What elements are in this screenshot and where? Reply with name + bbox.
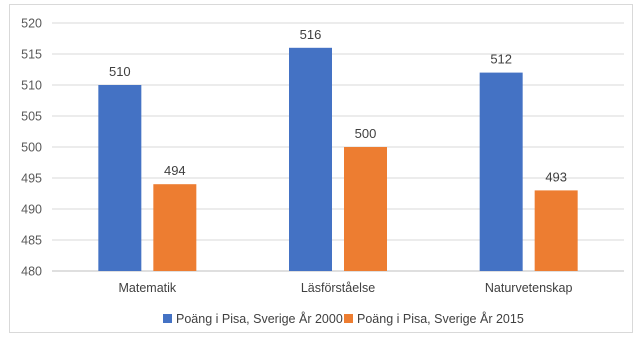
legend-label: Poäng i Pisa, Sverige År 2015: [357, 311, 524, 326]
y-tick-label: 490: [21, 203, 42, 217]
y-tick-label: 510: [21, 79, 42, 93]
bar-läsförståelse-series-2: [344, 147, 387, 271]
data-label: 512: [490, 52, 512, 67]
data-label: 494: [164, 163, 186, 178]
x-category-label: Läsförståelse: [301, 281, 375, 295]
bar-matematik-series-2: [153, 184, 197, 271]
y-axis: 480 485 490 495 500 505 510 515 520: [21, 17, 42, 279]
y-tick-label: 520: [21, 17, 42, 31]
legend-swatch: [163, 314, 172, 323]
bars: [98, 47, 578, 271]
x-category-label: Naturvetenskap: [485, 281, 573, 295]
data-label: 510: [109, 64, 131, 79]
x-category-label: Matematik: [119, 281, 177, 295]
bar-läsförståelse-series-1: [289, 47, 332, 271]
legend: Poäng i Pisa, Sverige År 2000 Poäng i Pis…: [163, 311, 524, 326]
y-tick-label: 515: [21, 48, 42, 62]
data-labels: 510 494 516 500 512 493: [109, 27, 567, 185]
data-label: 500: [355, 126, 377, 141]
data-label: 516: [300, 27, 322, 42]
data-label: 493: [545, 169, 567, 184]
x-axis: Matematik Läsförståelse Naturvetenskap: [119, 281, 573, 295]
bar-naturvetenskap-series-1: [479, 72, 523, 271]
bar-naturvetenskap-series-2: [534, 190, 578, 271]
gridlines: [52, 22, 624, 272]
bar-matematik-series-1: [98, 85, 142, 271]
y-tick-label: 500: [21, 141, 42, 155]
legend-swatch: [344, 314, 353, 323]
y-tick-label: 495: [21, 172, 42, 186]
y-tick-label: 485: [21, 234, 42, 248]
legend-label: Poäng i Pisa, Sverige År 2000: [176, 311, 343, 326]
y-tick-label: 505: [21, 110, 42, 124]
y-tick-label: 480: [21, 265, 42, 279]
